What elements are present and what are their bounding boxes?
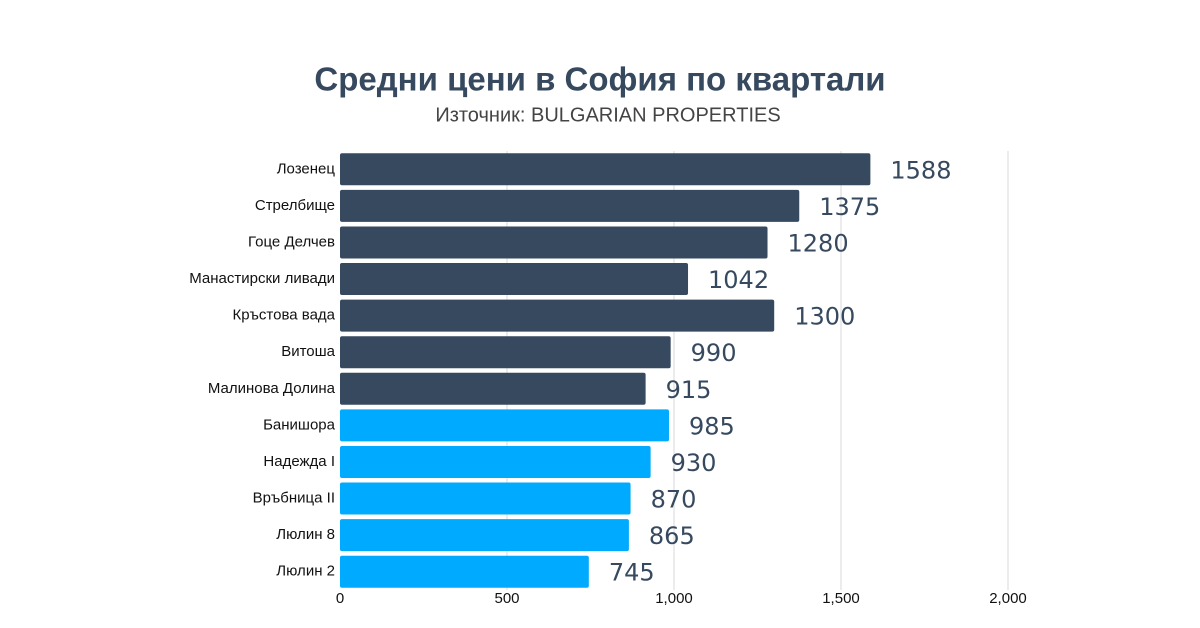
y-tick-label: Връбница II bbox=[253, 490, 335, 507]
bar bbox=[340, 153, 871, 186]
chart-title: Средни цени в София по квартали bbox=[314, 61, 885, 98]
bar bbox=[340, 555, 589, 588]
x-tick-label: 500 bbox=[494, 590, 519, 607]
x-tick-label: 1,000 bbox=[655, 590, 693, 607]
y-tick-label: Люлин 2 bbox=[276, 563, 335, 580]
x-tick-label: 0 bbox=[336, 590, 344, 607]
value-label: 985 bbox=[689, 412, 735, 440]
bar bbox=[340, 372, 646, 405]
bar bbox=[340, 299, 775, 332]
y-tick-label: Малинова Долина bbox=[208, 380, 336, 397]
y-tick-label: Гоце Делчев bbox=[248, 233, 335, 250]
bar bbox=[340, 263, 689, 296]
bar bbox=[340, 445, 651, 478]
y-tick-label: Кръстова вада bbox=[232, 307, 335, 324]
y-tick-label: Банишора bbox=[263, 416, 336, 433]
value-label: 915 bbox=[666, 376, 712, 404]
chart-subtitle: Източник: BULGARIAN PROPERTIES bbox=[435, 104, 780, 126]
y-tick-label: Лозенец bbox=[277, 160, 336, 177]
value-label: 870 bbox=[651, 486, 697, 514]
value-label: 930 bbox=[671, 449, 717, 477]
bar bbox=[340, 189, 800, 222]
value-label: 1300 bbox=[794, 303, 855, 331]
bar bbox=[340, 226, 768, 259]
value-label: 1375 bbox=[819, 193, 880, 221]
bar bbox=[340, 336, 671, 369]
bar bbox=[340, 519, 629, 552]
y-tick-label: Витоша bbox=[281, 343, 335, 360]
value-label: 1588 bbox=[890, 156, 951, 184]
value-label: 865 bbox=[649, 522, 695, 550]
bar bbox=[340, 409, 669, 442]
y-tick-label: Стрелбище bbox=[255, 197, 335, 214]
x-tick-label: 2,000 bbox=[989, 590, 1027, 607]
y-tick-label: Надежда I bbox=[263, 453, 335, 470]
bar bbox=[340, 482, 631, 515]
y-tick-label: Люлин 8 bbox=[276, 526, 335, 543]
value-label: 1280 bbox=[788, 229, 849, 257]
y-tick-label: Манастирски ливади bbox=[189, 270, 335, 287]
value-label: 990 bbox=[691, 339, 737, 367]
value-label: 1042 bbox=[708, 266, 769, 294]
value-label: 745 bbox=[609, 559, 655, 587]
x-tick-label: 1,500 bbox=[822, 590, 860, 607]
